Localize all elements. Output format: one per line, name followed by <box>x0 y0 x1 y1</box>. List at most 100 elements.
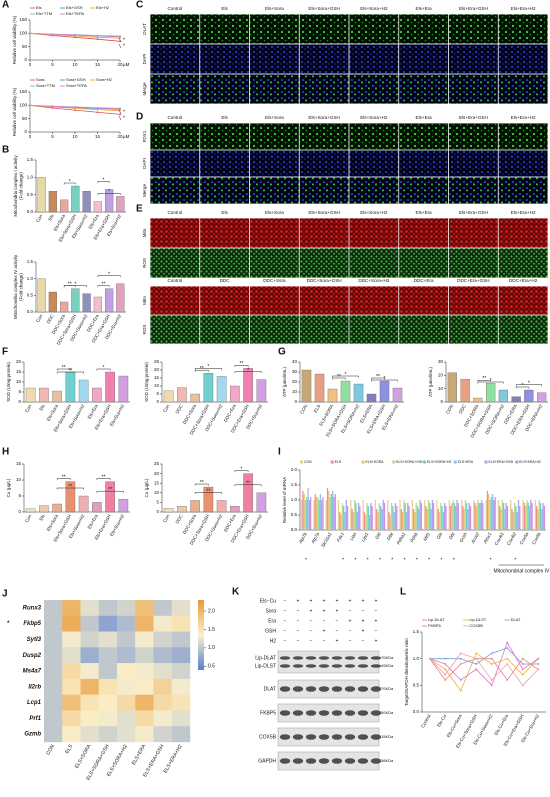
heatmap-cell <box>117 615 136 632</box>
band <box>318 664 330 668</box>
bar <box>318 500 320 530</box>
band <box>331 758 343 764</box>
heatmap-cell <box>80 710 99 727</box>
y-tick-label: 10 <box>154 383 160 388</box>
condition-sign: − <box>297 638 300 644</box>
heatmap-cell <box>80 647 99 664</box>
heatmap-cell <box>135 678 154 695</box>
point <box>537 663 540 665</box>
bar <box>48 291 57 313</box>
significance-marker: * <box>404 557 406 563</box>
condition-sign: + <box>297 598 300 604</box>
annotation: * <box>123 37 125 43</box>
annotation-bracket <box>118 43 122 49</box>
x-tick-label: DDC <box>458 403 468 415</box>
significance-label: ** <box>62 365 66 371</box>
bar <box>351 509 353 530</box>
significance-label: ** <box>102 474 106 480</box>
legend-label: CON <box>304 460 312 464</box>
y-axis-label: ATP (μmol/mL) <box>428 367 433 397</box>
micrograph <box>150 248 200 278</box>
significance-bracket <box>56 368 71 371</box>
micrograph <box>200 177 250 204</box>
heatmap-cell <box>44 647 63 664</box>
row-label: Gzmb <box>24 732 41 738</box>
micrograph <box>448 123 498 150</box>
legend-label: ELS <box>335 460 342 464</box>
heatmap-cell <box>62 726 81 743</box>
column-header: Els+Era+H2 <box>511 6 536 11</box>
significance-bracket <box>234 470 249 473</box>
bar <box>411 500 413 530</box>
bar <box>78 495 89 513</box>
bar <box>321 500 323 530</box>
micrograph <box>498 150 548 177</box>
y-axis-label: Mitochondria complex I activity <box>13 155 18 217</box>
band <box>331 710 343 716</box>
bar <box>463 509 465 530</box>
panel-label: D <box>136 112 143 123</box>
bar <box>60 301 69 313</box>
point <box>29 32 31 35</box>
legend-label: ELS+ERA <box>458 460 474 464</box>
bar <box>490 497 492 530</box>
significance-marker: * <box>379 557 381 563</box>
bar <box>60 199 69 213</box>
column-header: Els+Era+GSH <box>459 115 488 120</box>
panel-label: F <box>2 347 8 358</box>
y-tick-label: 50 <box>22 116 28 121</box>
significance-bracket <box>332 375 359 378</box>
x-tick-label: Atp7b <box>297 531 308 545</box>
band <box>370 686 382 692</box>
condition-sign: − <box>336 618 339 624</box>
y-tick-label: 0 <box>24 57 27 62</box>
bar <box>71 288 80 313</box>
heatmap-cell <box>153 678 172 695</box>
band <box>331 656 343 660</box>
significance-bracket <box>97 193 121 195</box>
bar <box>414 512 416 530</box>
band <box>318 656 330 660</box>
y-axis-label: SOD (U/mg protein) <box>6 362 11 402</box>
micrograph <box>399 286 449 315</box>
micrograph <box>349 74 399 104</box>
bar <box>523 503 525 530</box>
heatmap-cell <box>98 631 118 648</box>
column-label: ELS+SORA <box>74 743 93 770</box>
bar <box>359 506 361 530</box>
heatmap-cell <box>171 726 191 743</box>
legend-label: Sora+TTM <box>36 83 55 88</box>
y-tick-label: 5 <box>156 500 159 505</box>
x-tick-label: Dld <box>374 531 382 540</box>
band <box>344 656 356 660</box>
significance-label: ** <box>102 281 106 287</box>
condition-sign: + <box>336 638 339 644</box>
significance-bracket <box>56 478 71 481</box>
y-tick-label: 1.5 <box>291 482 298 487</box>
band <box>279 758 291 764</box>
column-header: DDC+Era <box>414 278 434 283</box>
bar <box>430 509 432 530</box>
y-tick-label: 0.0 <box>291 527 298 532</box>
significance-bracket <box>63 182 76 185</box>
point <box>444 679 447 681</box>
band <box>305 686 317 692</box>
band <box>357 686 369 692</box>
significance-label: ** <box>206 488 210 494</box>
row-label: ROS <box>142 325 147 335</box>
point <box>490 652 493 655</box>
band <box>357 710 369 716</box>
bar <box>365 515 367 530</box>
band <box>279 664 291 668</box>
bar <box>230 506 240 513</box>
band <box>357 734 369 740</box>
micrograph <box>200 248 250 278</box>
micrograph <box>150 315 200 344</box>
x-tick-label: 5 <box>51 62 54 67</box>
x-tick-label: 15 <box>95 62 101 67</box>
micrograph <box>249 218 299 248</box>
heatmap-cell <box>62 631 81 648</box>
significance-marker: * <box>453 557 455 563</box>
band <box>305 758 317 764</box>
significance-marker: * <box>428 557 430 563</box>
